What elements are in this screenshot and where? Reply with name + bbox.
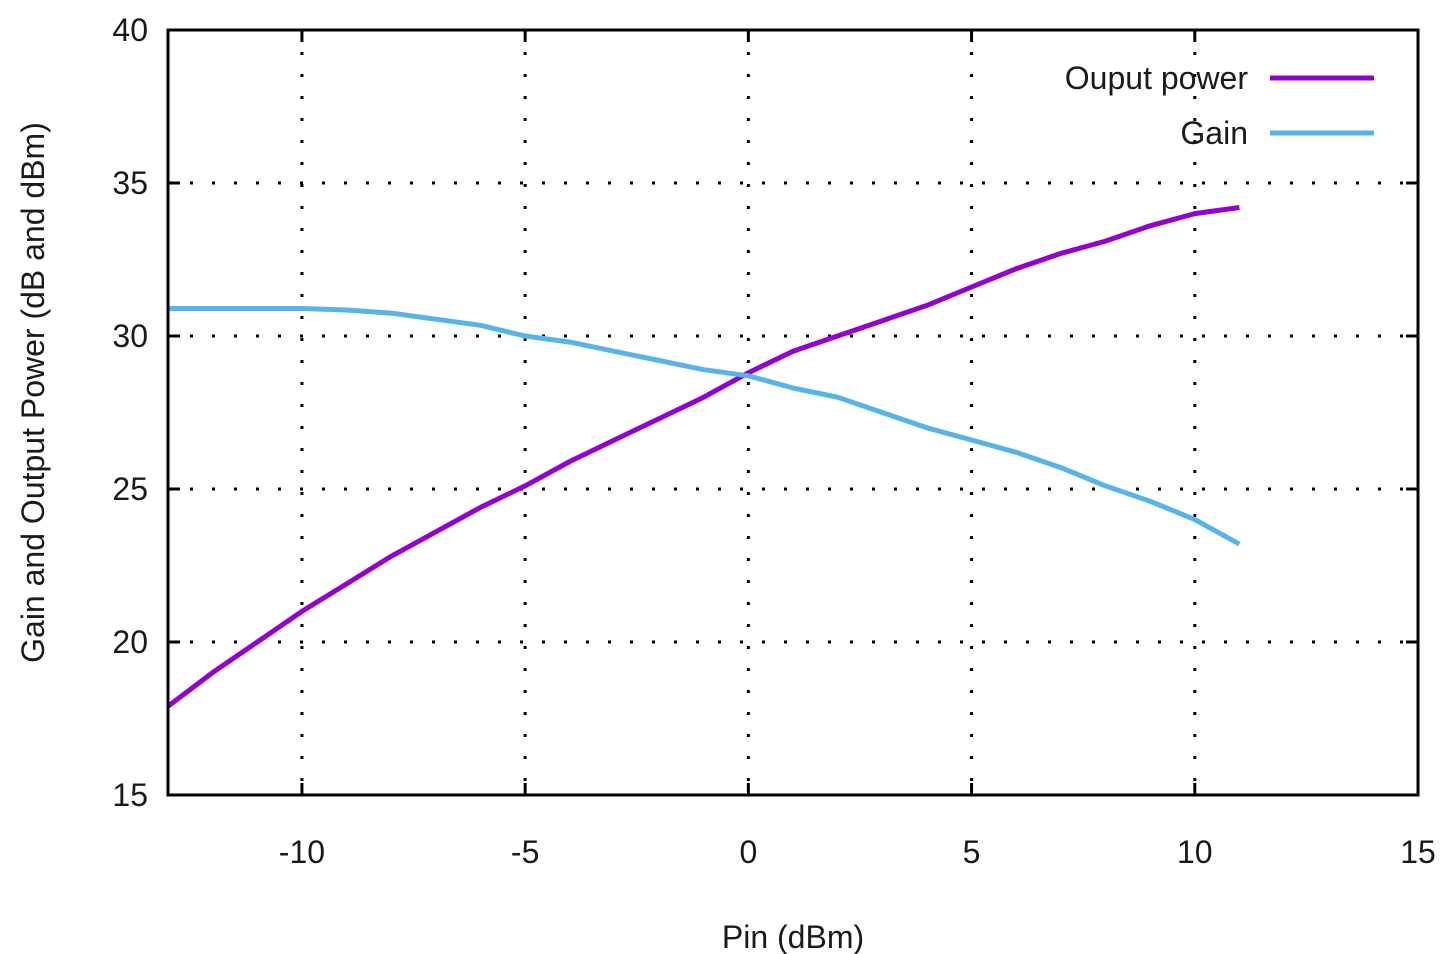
y-tick-label: 30: [112, 318, 148, 354]
series-line-0: [166, 205, 1240, 709]
plot-frame: [166, 28, 1420, 797]
x-tick-label: -5: [511, 834, 539, 870]
y-tick-label: 35: [112, 165, 148, 201]
x-tick-label: 0: [739, 834, 757, 870]
legend-label: Ouput power: [1065, 60, 1249, 96]
y-tick-label: 15: [112, 777, 148, 813]
legend: Ouput power Gain: [1065, 60, 1374, 151]
y-tick-label: 25: [112, 471, 148, 507]
x-tick-label: 15: [1400, 834, 1436, 870]
y-axis-title: Gain and Output Power (dB and dBm): [15, 122, 51, 663]
x-tick-label: -10: [279, 834, 325, 870]
x-tick-label: 5: [963, 834, 981, 870]
y-tick-label: 40: [112, 12, 148, 48]
x-axis-title: Pin (dBm): [722, 919, 864, 954]
x-tick-label: 10: [1177, 834, 1213, 870]
y-tick-label: 20: [112, 624, 148, 660]
series-line-1: [168, 306, 1241, 547]
series-lines: [166, 205, 1241, 709]
axis-ticks: -10 -5 0 5 10 15 15 20 25 30 35 40: [112, 12, 1435, 870]
legend-label: Gain: [1180, 115, 1248, 151]
